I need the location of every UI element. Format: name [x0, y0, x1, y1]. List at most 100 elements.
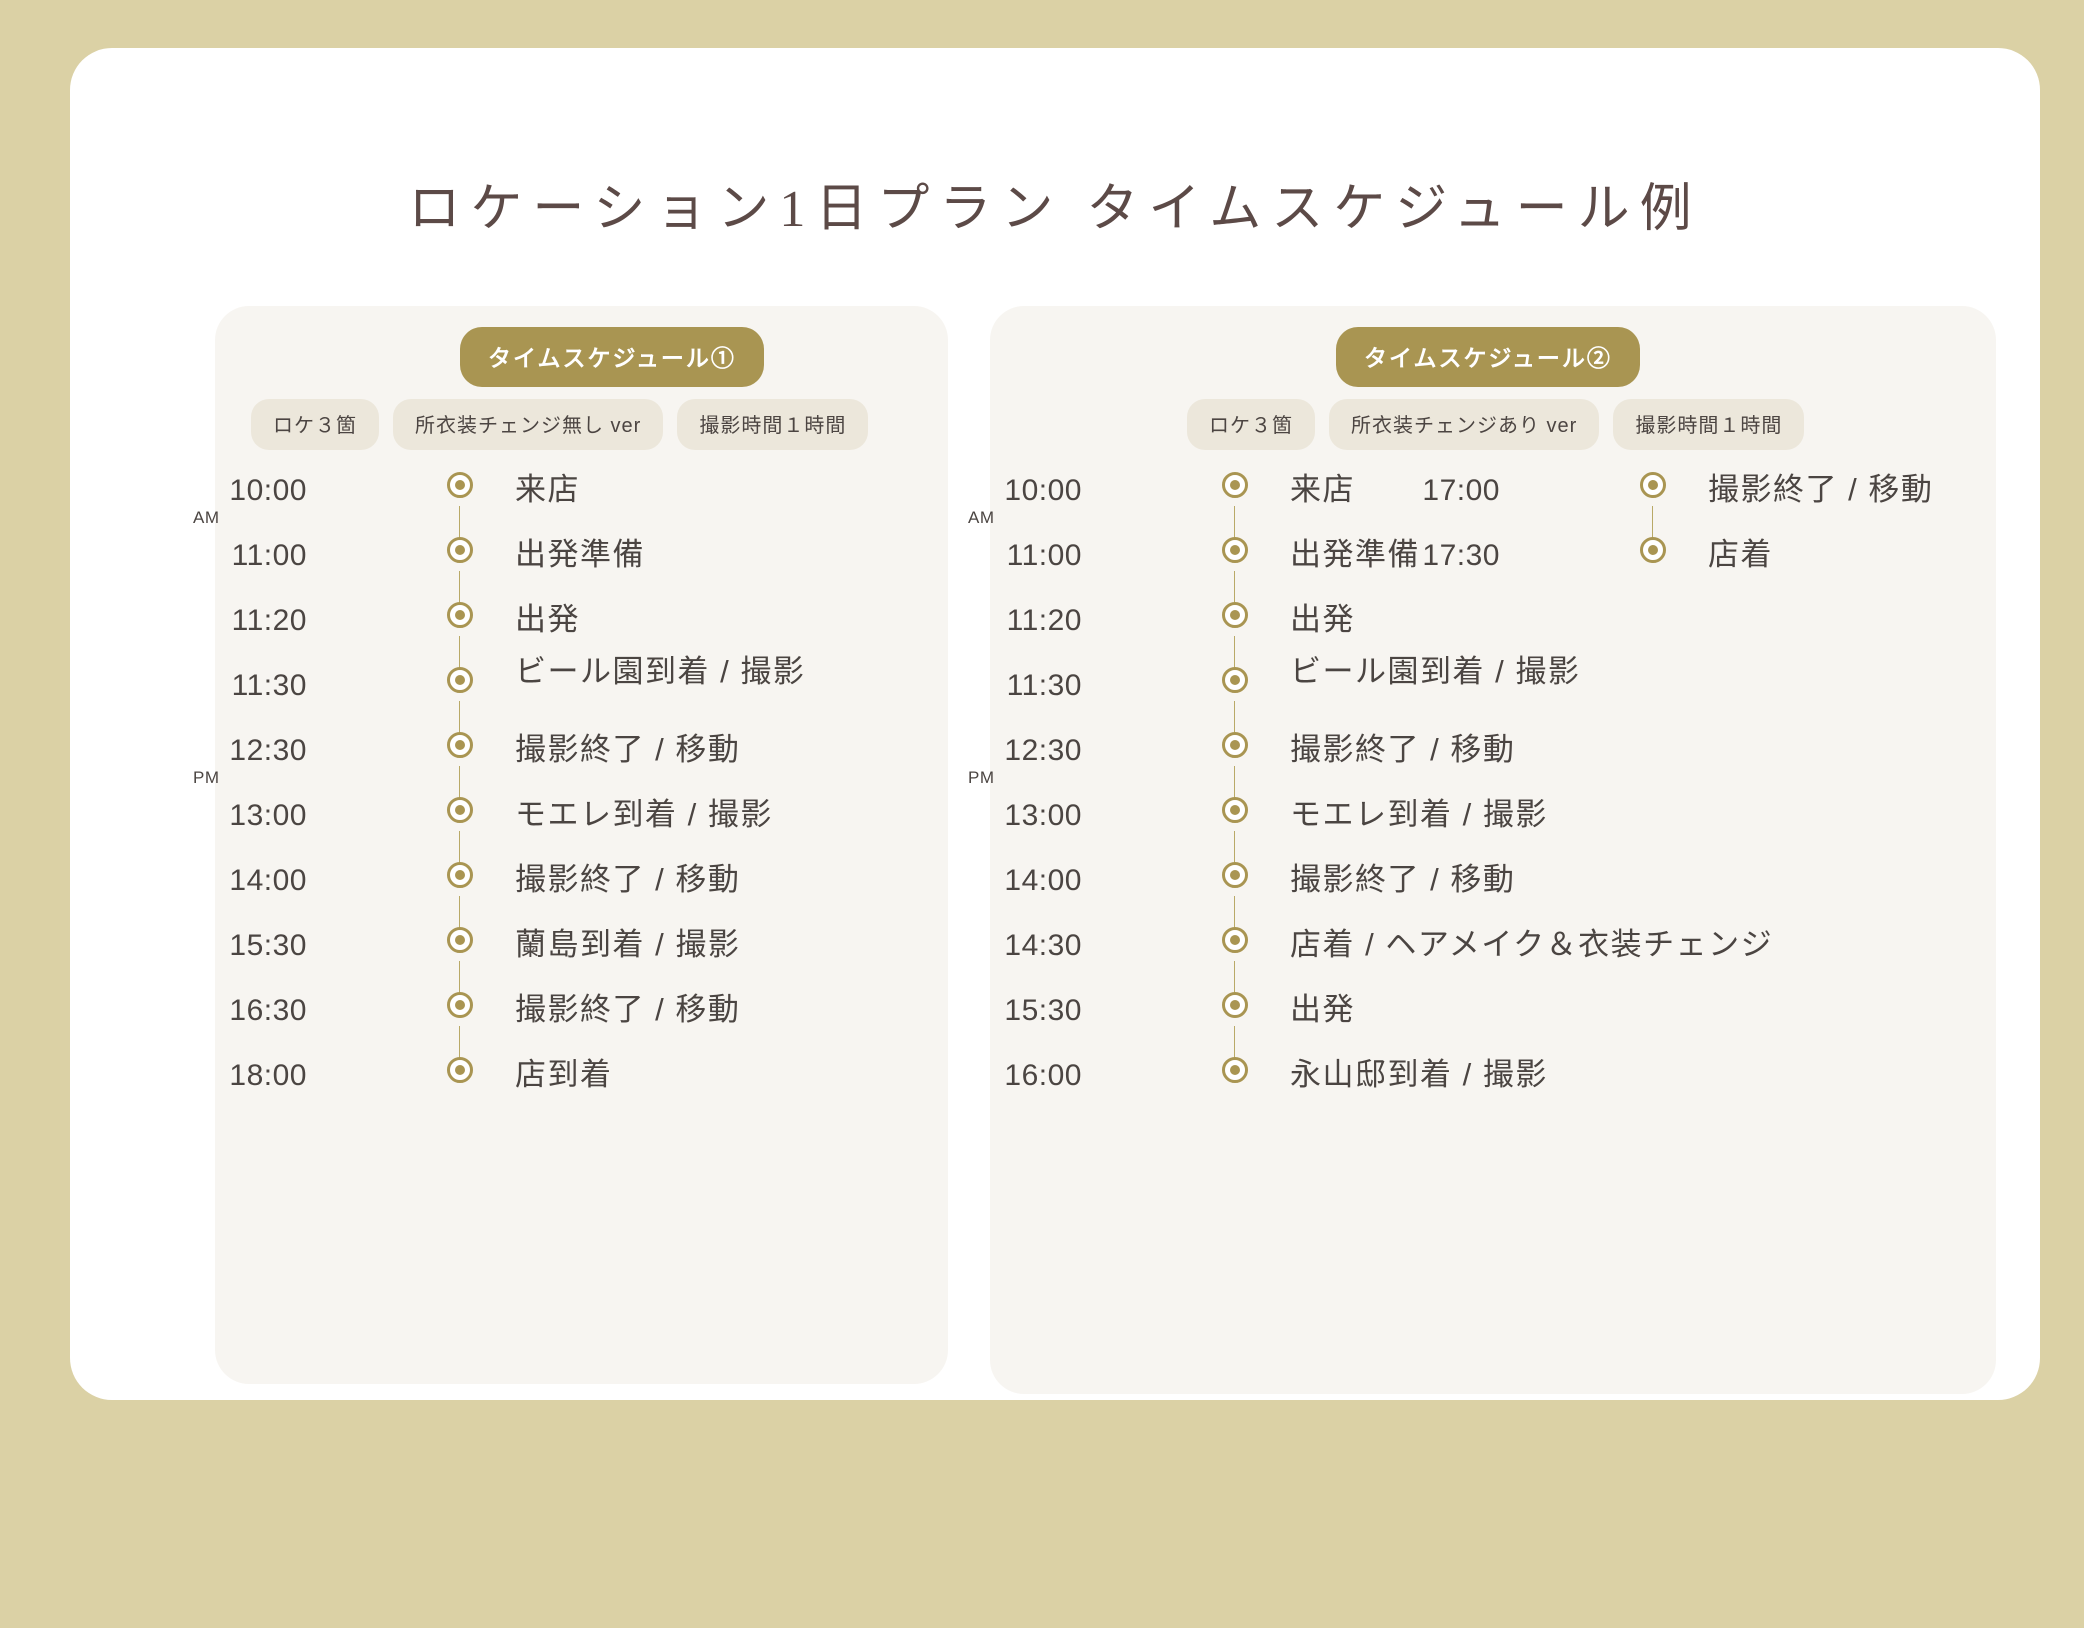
- timeline-time-meridiem: AM: [193, 508, 220, 527]
- timeline-time-value: 16:00: [1004, 1059, 1082, 1092]
- timeline-marker-column: [1222, 797, 1256, 869]
- timeline-dot-icon: [447, 862, 473, 888]
- timeline-dot-icon: [1222, 797, 1248, 823]
- timeline-marker-column: [1222, 537, 1256, 609]
- timeline-time-value: 11:00: [231, 539, 307, 572]
- timeline-marker-column: [1222, 927, 1256, 999]
- timeline-connector-line: [459, 701, 460, 739]
- timeline-time-value: 14:30: [1004, 929, 1082, 962]
- timeline-connector-line: [459, 961, 460, 999]
- timeline-connector-line: [1234, 1026, 1235, 1064]
- timeline-event-label: 出発: [515, 602, 580, 637]
- timeline-dot-icon: [1222, 1057, 1248, 1083]
- timeline-time-value: 13:00: [1004, 799, 1082, 832]
- infographic-canvas: ロケーション1日プラン タイムスケジュール例 タイムスケジュール① ロケ３箇 所…: [70, 48, 2040, 1400]
- timeline-connector-line: [459, 506, 460, 544]
- panel-1-tag-row: ロケ３箇 所衣装チェンジ無し ver 撮影時間１時間: [251, 399, 869, 450]
- timeline-connector-line: [1652, 506, 1653, 544]
- timeline-time: 14:00: [189, 866, 307, 896]
- timeline-dot-icon: [1222, 537, 1248, 563]
- timeline-event-label: 店着: [1708, 537, 1773, 572]
- panel-2-tag-outfit-change: 所衣装チェンジあり ver: [1329, 399, 1600, 450]
- timeline-event-label: 蘭島到着 / 撮影: [515, 927, 741, 962]
- timeline-dot-icon: [447, 667, 473, 693]
- timeline-event-label: 店着 / ヘアメイク＆衣装チェンジ: [1290, 927, 1774, 962]
- timeline-time-meridiem: PM: [968, 768, 995, 787]
- timeline-time-value: 15:30: [1004, 994, 1082, 1027]
- timeline-time: 14:00: [964, 866, 1082, 896]
- timeline-event-label: 店到着: [515, 1057, 613, 1092]
- timeline-time-value: 12:30: [229, 734, 307, 767]
- timeline-marker-column: [447, 797, 481, 869]
- timeline-event-label: モエレ到着 / 撮影: [1290, 797, 1548, 832]
- timeline-time: 13:00: [189, 801, 307, 831]
- timeline-marker-column: [447, 537, 481, 609]
- timeline-time-value: 13:00: [229, 799, 307, 832]
- timeline-time-value: 12:30: [1004, 734, 1082, 767]
- timeline-event-label: ビール園到着 / 撮影: [1290, 654, 1581, 689]
- timeline-connector-line: [1234, 766, 1235, 804]
- panel-1-tag-outfit-change: 所衣装チェンジ無し ver: [393, 399, 664, 450]
- timeline-event-label: 来店: [515, 472, 580, 507]
- timeline-time: 11:20: [964, 606, 1082, 636]
- timeline-connector-line: [1234, 506, 1235, 544]
- timeline-dot-icon: [1640, 472, 1666, 498]
- timeline-time-value: 14:00: [1004, 864, 1082, 897]
- panel-2-tag-shoot-duration: 撮影時間１時間: [1613, 399, 1805, 450]
- timeline-event-label: 撮影終了 / 移動: [1708, 472, 1934, 507]
- content-card: ロケーション1日プラン タイムスケジュール例 タイムスケジュール① ロケ３箇 所…: [70, 48, 2040, 1400]
- timeline-marker-column: [1640, 472, 1674, 544]
- timeline-event-label: 出発: [1290, 992, 1355, 1027]
- timeline-time-value: 17:30: [1422, 539, 1500, 572]
- timeline-time-value: 11:20: [1006, 604, 1082, 637]
- timeline-connector-line: [459, 636, 460, 674]
- timeline-time: 12:30 PM: [189, 734, 307, 787]
- timeline-time: 17:00: [1382, 476, 1500, 506]
- timeline-dot-icon: [1222, 862, 1248, 888]
- timeline-time: 15:30: [189, 931, 307, 961]
- timeline-time-value: 17:00: [1422, 474, 1500, 507]
- timeline-marker-column: [1222, 862, 1256, 934]
- timeline-marker-column: [447, 1057, 481, 1126]
- timeline-marker-column: [1222, 667, 1256, 739]
- schedule-panel-1: タイムスケジュール① ロケ３箇 所衣装チェンジ無し ver 撮影時間１時間 10…: [193, 306, 948, 1384]
- panel-2-badge: タイムスケジュール②: [1336, 327, 1640, 387]
- timeline-time-value: 16:30: [229, 994, 307, 1027]
- timeline-time-meridiem: AM: [968, 508, 995, 527]
- timeline-time: 11:00: [964, 541, 1082, 571]
- panel-2-tag-location-count: ロケ３箇: [1187, 399, 1315, 450]
- timeline-marker-column: [1222, 602, 1256, 674]
- timeline-time: 14:30: [964, 931, 1082, 961]
- timeline-time-value: 10:00: [1004, 474, 1082, 507]
- timeline-event-label: モエレ到着 / 撮影: [515, 797, 773, 832]
- timeline-time: 18:00: [189, 1061, 307, 1091]
- timeline-time-value: 11:30: [1006, 669, 1082, 702]
- timeline-event-label: 出発準備: [1290, 537, 1420, 572]
- timeline-time: 15:30: [964, 996, 1082, 1026]
- timeline-marker-column: [447, 602, 481, 674]
- timeline-dot-icon: [1222, 602, 1248, 628]
- panel-1-tag-location-count: ロケ３箇: [251, 399, 379, 450]
- timeline-marker-column: [1640, 537, 1674, 606]
- timeline-marker-column: [447, 667, 481, 739]
- timeline-time: 12:30 PM: [964, 734, 1082, 787]
- timeline-marker-column: [1222, 1057, 1256, 1126]
- timeline-time: 11:20: [189, 606, 307, 636]
- timeline-connector-line: [459, 831, 460, 869]
- timeline-dot-icon: [447, 1057, 473, 1083]
- timeline-event-label: 撮影終了 / 移動: [515, 732, 741, 767]
- timeline-time-value: 15:30: [229, 929, 307, 962]
- timeline-marker-column: [1222, 732, 1256, 804]
- timeline-connector-line: [1234, 961, 1235, 999]
- timeline-connector-line: [1234, 896, 1235, 934]
- timeline-connector-line: [1234, 831, 1235, 869]
- timeline-time-value: 11:30: [231, 669, 307, 702]
- timeline-connector-line: [459, 766, 460, 804]
- timeline-dot-icon: [1222, 732, 1248, 758]
- timeline-marker-column: [447, 927, 481, 999]
- timeline-time: 13:00: [964, 801, 1082, 831]
- timeline-connector-line: [459, 896, 460, 934]
- timeline-marker-column: [1222, 472, 1256, 544]
- timeline-dot-icon: [447, 602, 473, 628]
- timeline-connector-line: [459, 571, 460, 609]
